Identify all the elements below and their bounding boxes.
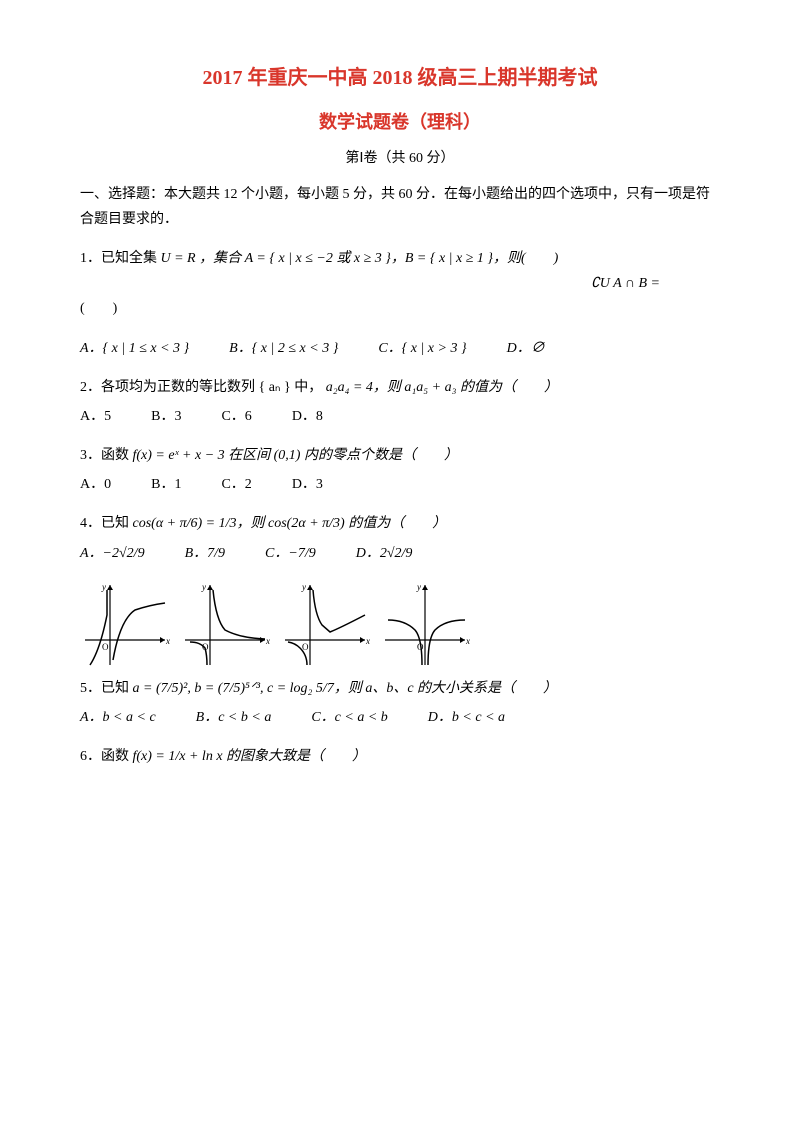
- q4-optD: D．2√2/9: [356, 541, 413, 566]
- q1-paren: ( ): [80, 296, 720, 321]
- q3-options: A．0 B．1 C．2 D．3: [80, 472, 720, 497]
- q1-optB: B．{ x | 2 ≤ x < 3 }: [229, 336, 338, 361]
- q1-optD: D．∅: [507, 336, 545, 361]
- q4-optA: A．−2√2/9: [80, 541, 145, 566]
- question-4: 4．已知 cos(α + π/6) = 1/3，则 cos(2α + π/3) …: [80, 511, 720, 565]
- q2-options: A．5 B．3 C．6 D．8: [80, 404, 720, 429]
- q4-math: cos(α + π/6) = 1/3，则 cos(2α + π/3) 的值为（ …: [133, 516, 447, 531]
- q5-optD: D．b < c < a: [428, 705, 505, 730]
- question-1: 1．已知全集 U = R ，集合 A = { x | x ≤ −2 或 x ≥ …: [80, 246, 720, 361]
- q4-prefix: 4．已知: [80, 516, 133, 531]
- q5-optB: B．c < b < a: [196, 705, 272, 730]
- q4-options: A．−2√2/9 B．7/9 C．−7/9 D．2√2/9: [80, 541, 720, 566]
- graph-row: x y O x y O x y O: [80, 580, 720, 670]
- q4-optB: B．7/9: [185, 541, 225, 566]
- q3-optB: B．1: [151, 472, 181, 497]
- exam-title: 2017 年重庆一中高 2018 级高三上期半期考试: [80, 60, 720, 96]
- q2-optD: D．8: [292, 404, 323, 429]
- svg-text:O: O: [102, 642, 109, 652]
- q2-optC: C．6: [221, 404, 251, 429]
- q2-optA: A．5: [80, 404, 111, 429]
- q2-optB: B．3: [151, 404, 181, 429]
- q1-optA: A．{ x | 1 ≤ x < 3 }: [80, 336, 189, 361]
- q3-prefix: 3．函数: [80, 448, 133, 463]
- q1-optC: C．{ x | x > 3 }: [378, 336, 466, 361]
- q2-math: a₂a₄ = 4，则 a₁a₅ + a₃ 的值为（ ）: [326, 380, 558, 395]
- svg-text:y: y: [416, 582, 421, 592]
- q1-math: U = R ，集合 A = { x | x ≤ −2 或 x ≥ 3 }，B =…: [161, 251, 559, 266]
- exam-subtitle: 数学试题卷（理科）: [80, 106, 720, 138]
- q1-prefix: 1．已知全集: [80, 251, 161, 266]
- graph-A: x y O: [80, 580, 170, 670]
- q5-optC: C．c < a < b: [311, 705, 387, 730]
- q5-options: A．b < a < c B．c < b < a C．c < a < b D．b …: [80, 705, 720, 730]
- q3-optC: C．2: [221, 472, 251, 497]
- q3-optA: A．0: [80, 472, 111, 497]
- question-6: 6．函数 f(x) = 1/x + ln x 的图象大致是（ ）: [80, 744, 720, 769]
- q3-optD: D．3: [292, 472, 323, 497]
- svg-text:x: x: [165, 636, 170, 646]
- q5-optA: A．b < a < c: [80, 705, 156, 730]
- svg-text:x: x: [265, 636, 270, 646]
- q2-prefix: 2．各项均为正数的等比数列 { aₙ } 中，: [80, 380, 322, 395]
- graph-B: x y O: [180, 580, 270, 670]
- section-instruction: 一、选择题：本大题共 12 个小题，每小题 5 分，共 60 分．在每小题给出的…: [80, 182, 720, 232]
- svg-text:y: y: [301, 582, 306, 592]
- svg-text:x: x: [365, 636, 370, 646]
- q5-math: a = (7/5)², b = (7/5)⁵ᐟ³, c = log₂ 5/7，则…: [133, 681, 558, 696]
- section-header: 第Ⅰ卷（共 60 分）: [80, 146, 720, 171]
- q3-math: f(x) = eˣ + x − 3 在区间 (0,1) 内的零点个数是（ ）: [133, 448, 458, 463]
- q6-prefix: 6．函数: [80, 749, 133, 764]
- svg-text:y: y: [201, 582, 206, 592]
- q6-math: f(x) = 1/x + ln x 的图象大致是（ ）: [133, 749, 367, 764]
- q5-prefix: 5．已知: [80, 681, 133, 696]
- q1-line2: ∁U A ∩ B =: [591, 276, 660, 291]
- svg-text:x: x: [465, 636, 470, 646]
- question-5: 5．已知 a = (7/5)², b = (7/5)⁵ᐟ³, c = log₂ …: [80, 676, 720, 730]
- q4-optC: C．−7/9: [265, 541, 316, 566]
- question-2: 2．各项均为正数的等比数列 { aₙ } 中， a₂a₄ = 4，则 a₁a₅ …: [80, 375, 720, 429]
- graph-D: x y O: [380, 580, 470, 670]
- question-3: 3．函数 f(x) = eˣ + x − 3 在区间 (0,1) 内的零点个数是…: [80, 443, 720, 497]
- q1-options: A．{ x | 1 ≤ x < 3 } B．{ x | 2 ≤ x < 3 } …: [80, 336, 720, 361]
- svg-text:y: y: [101, 582, 106, 592]
- graph-C: x y O: [280, 580, 370, 670]
